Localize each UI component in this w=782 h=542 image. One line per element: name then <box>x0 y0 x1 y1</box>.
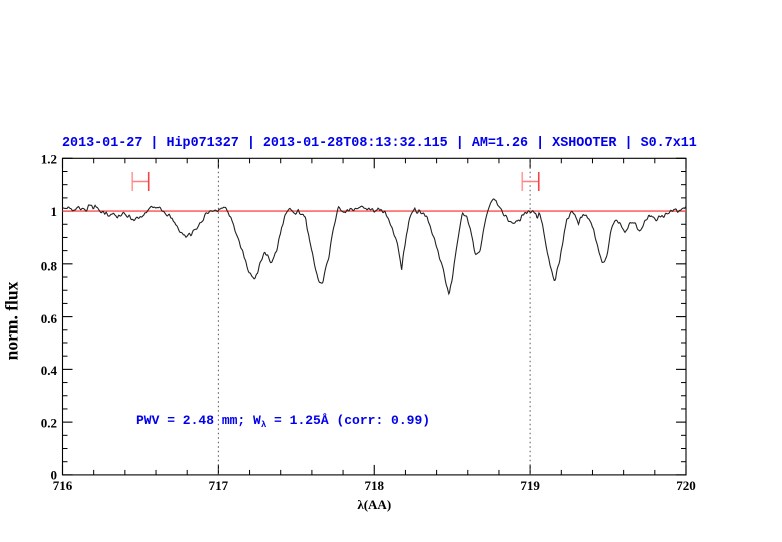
svg-text:0: 0 <box>51 468 58 483</box>
svg-text:717: 717 <box>209 478 229 493</box>
svg-text:PWV = 2.48 mm; Wλ = 1.25Å (cor: PWV = 2.48 mm; Wλ = 1.25Å (corr: 0.99) <box>136 413 430 430</box>
svg-text:719: 719 <box>520 478 540 493</box>
svg-text:1.2: 1.2 <box>41 152 57 167</box>
svg-text:0.2: 0.2 <box>41 415 57 430</box>
svg-text:0.8: 0.8 <box>41 259 58 274</box>
svg-text:norm. flux: norm. flux <box>2 281 22 360</box>
svg-text:1: 1 <box>51 204 58 219</box>
svg-text:λ(AA): λ(AA) <box>357 497 391 512</box>
svg-text:0.4: 0.4 <box>41 363 58 378</box>
svg-text:720: 720 <box>676 478 696 493</box>
svg-text:718: 718 <box>365 478 385 493</box>
svg-text:0.6: 0.6 <box>41 311 58 326</box>
svg-text:2013-01-27 | Hip071327 | 2013-: 2013-01-27 | Hip071327 | 2013-01-28T08:1… <box>62 136 697 151</box>
